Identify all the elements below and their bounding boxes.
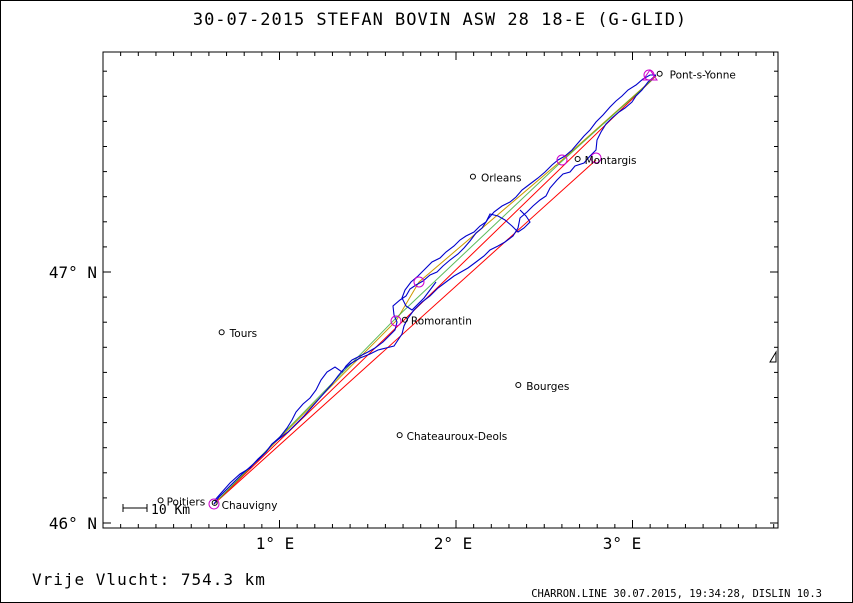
city-label: Montargis: [585, 155, 637, 167]
turnpoint-2-marker: [413, 276, 425, 288]
turnpoint-montargis-marker: [556, 154, 568, 166]
finish-triangle-icon: [642, 69, 658, 81]
city-label: Chateauroux-Deols: [407, 431, 508, 443]
plot-area: [102, 51, 779, 529]
turnpoint-romorantin-marker: [390, 315, 402, 327]
y-axis-label-46n: 46° N: [49, 514, 97, 533]
flight-title: 30-07-2015 STEFAN BOVIN ASW 28 18-E (G-G…: [193, 10, 687, 30]
city-label: Pont-s-Yonne: [670, 70, 736, 82]
city-label: Chauvigny: [222, 500, 278, 512]
city-markers: Pont-s-Yonne Montargis Orleans Romorantin To…: [157, 70, 736, 512]
track-return: [213, 74, 657, 505]
scale-bar: 10 Km: [122, 503, 190, 518]
city-dot-icon: [157, 497, 164, 504]
city-dot-icon: [515, 381, 522, 388]
turnpoint-start-marker: [208, 498, 220, 510]
y-axis-label-47n: 47° N: [49, 263, 97, 282]
city-dot-icon: [218, 329, 225, 336]
leg-line: [213, 75, 657, 505]
city-dot-icon: [656, 70, 663, 77]
city-dot-icon: [401, 316, 408, 323]
city-dot-icon: [211, 499, 218, 506]
axis-ticks: [102, 52, 778, 528]
leg-line-green: [219, 79, 653, 499]
credit-label: CHARRON.LINE 30.07.2015, 19:34:28, DISLI…: [531, 588, 822, 600]
city-label: Tours: [229, 328, 258, 340]
track-wiggle: [401, 209, 531, 311]
distance-label: Vrije Vlucht: 754.3 km: [32, 570, 266, 589]
turnpoint-markers: [208, 69, 658, 510]
city-dot-icon: [574, 156, 581, 163]
turnpoint-4-marker: [590, 152, 602, 164]
city-label: Romorantin: [411, 316, 472, 328]
scale-bar-label: 10 Km: [151, 503, 190, 518]
x-axis-label-3e: 3° E: [603, 534, 642, 553]
course-line-return: [213, 159, 597, 505]
city-dot-icon: [469, 173, 476, 180]
track-outbound: [214, 74, 656, 501]
x-axis-label-1e: 1° E: [256, 534, 295, 553]
city-label: Poitiers: [167, 496, 206, 508]
x-axis-label-2e: 2° E: [434, 534, 473, 553]
city-label: Orleans: [481, 173, 522, 185]
city-label: Bourges: [526, 381, 569, 393]
flight-track: [213, 74, 657, 505]
city-dot-icon: [396, 432, 403, 439]
north-arrow-icon: [769, 350, 777, 363]
